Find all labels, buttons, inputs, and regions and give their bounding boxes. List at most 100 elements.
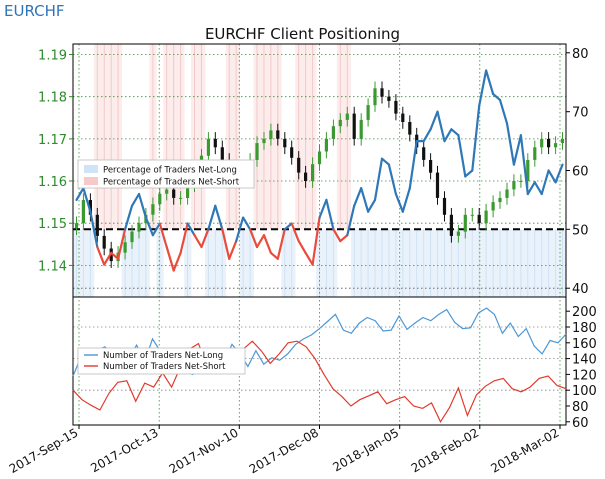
candle-body: [137, 223, 141, 232]
net-long-pct-segment: [367, 198, 377, 213]
legend-label: Percentage of Traders Net-Long: [103, 166, 237, 176]
net-long-pct-segment: [214, 204, 224, 231]
net-long-pct-segment: [283, 222, 293, 231]
net-long-pct-segment: [172, 251, 182, 272]
lower-tick-label: 100: [572, 384, 597, 399]
candle-body: [429, 160, 433, 173]
x-tick-label: 2017-Sep-15: [7, 425, 81, 476]
right-tick-label: 80: [572, 47, 589, 62]
candle-body: [213, 138, 217, 148]
net-long-pct-segment: [547, 169, 557, 184]
candle-body: [186, 185, 190, 198]
net-long-pct-segment: [221, 228, 231, 260]
candle-body: [130, 231, 134, 243]
net-long-pct-segment: [533, 181, 543, 196]
candle-body: [422, 147, 426, 160]
net-long-pct-segment: [130, 192, 141, 207]
legend-swatch: [84, 165, 98, 173]
candle-body: [74, 223, 79, 229]
lower-tick-label: 120: [572, 368, 597, 383]
net-long-pct-segment: [255, 234, 266, 249]
candle-body: [179, 197, 183, 199]
net-long-pct-segment: [457, 134, 467, 178]
net-long-pct-segment: [443, 128, 453, 143]
net-long-pct-segment: [332, 228, 342, 243]
right-tick-label: 70: [572, 106, 589, 121]
left-tick-label: 1.15: [38, 217, 67, 232]
net-long-pct-segment: [380, 157, 390, 166]
x-tick-label: 2018-Feb-02: [409, 425, 482, 475]
candle-body: [345, 113, 349, 120]
net-long-pct-segment: [505, 122, 516, 166]
net-long-pct-segment: [471, 104, 481, 172]
net-long-pct-segment: [242, 216, 252, 231]
net-long-pct-segment: [110, 251, 120, 260]
net-long-pct-segment: [554, 163, 564, 184]
candle-body: [449, 214, 453, 236]
net-long-pct-segment: [186, 222, 196, 237]
left-tick-label: 1.14: [38, 259, 67, 274]
net-long-pct-segment: [373, 157, 384, 201]
upper-legend-box: [77, 159, 255, 189]
net-long-pct-segment: [116, 228, 127, 260]
candle-body: [317, 151, 322, 165]
candle-body: [442, 197, 447, 215]
candle-body: [477, 214, 481, 224]
candle-body: [206, 138, 210, 156]
lower-legend-box: [77, 347, 246, 375]
net-long-pct-segment: [540, 169, 550, 196]
candle-body: [394, 100, 398, 114]
candle-body: [123, 242, 127, 253]
candle-body: [463, 214, 467, 232]
candle-body: [554, 143, 558, 148]
candle-body: [512, 181, 516, 190]
candle-body: [373, 88, 377, 106]
net-long-pct-segment: [165, 245, 175, 272]
lower-tick-label: 60: [572, 416, 589, 431]
net-long-pct-segment: [526, 181, 536, 196]
candle-body: [269, 130, 273, 139]
candle-body: [172, 189, 176, 198]
net-long-pct-segment: [151, 222, 161, 237]
net-long-pct-segment: [360, 187, 370, 213]
net-long-pct-segment: [75, 187, 85, 201]
net-long-pct-segment: [207, 204, 217, 231]
candle-body: [338, 119, 342, 127]
candle-body: [491, 202, 495, 211]
candle-body: [331, 126, 335, 139]
candle-body: [255, 143, 259, 160]
candle-body: [470, 214, 474, 216]
candle-body: [283, 138, 287, 148]
candle-body: [533, 147, 537, 160]
net-long-pct-segment: [304, 251, 314, 266]
candle-body: [380, 88, 384, 97]
net-long-pct-segment: [96, 245, 106, 266]
net-long-pct-segment: [103, 251, 113, 266]
candle-body: [540, 138, 544, 148]
candle-body: [456, 231, 460, 236]
net-long-pct-segment: [346, 204, 356, 237]
left-tick-label: 1.19: [38, 49, 67, 64]
candle-body: [408, 122, 412, 135]
net-long-pct-segment: [492, 92, 502, 102]
candle-body: [158, 193, 162, 205]
net-long-pct-segment: [450, 128, 460, 137]
x-tick-label: 2017-Dec-08: [247, 425, 321, 476]
candle-body: [366, 105, 370, 120]
x-tick-label: 2017-Nov-10: [167, 425, 241, 476]
net-long-pct-segment: [401, 187, 411, 213]
left-tick-label: 1.18: [38, 91, 67, 106]
net-long-pct-segment: [200, 228, 210, 249]
net-long-pct-segment: [262, 234, 272, 254]
lower-tick-label: 80: [572, 400, 589, 415]
net-long-pct-segment: [276, 228, 286, 260]
candle-body: [220, 147, 224, 160]
net-long-pct-segment: [478, 69, 488, 107]
candle-body: [151, 204, 155, 215]
net-long-pct-segment: [179, 222, 189, 254]
net-long-pct-segment: [290, 222, 300, 243]
net-long-pct-segment: [249, 228, 259, 249]
net-long-pct-segment: [436, 110, 446, 143]
